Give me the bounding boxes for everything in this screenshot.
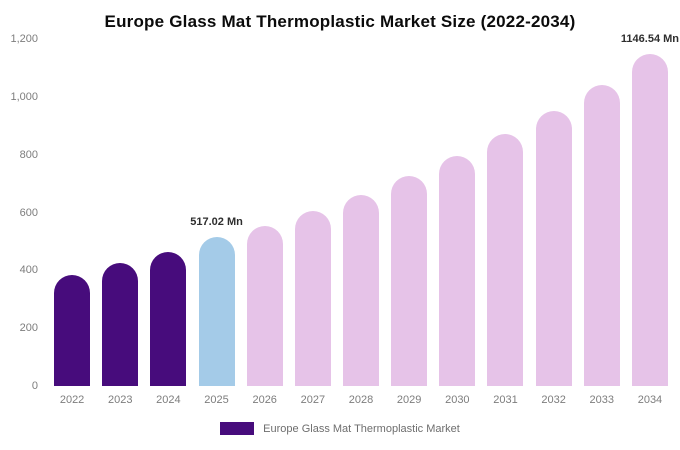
bar-slot-2023 bbox=[96, 39, 144, 386]
y-tick-label: 600 bbox=[19, 206, 38, 219]
bar-value-label-2025: 517.02 Mn bbox=[190, 215, 243, 228]
bar-2027 bbox=[294, 211, 331, 386]
bar-slot-2028 bbox=[337, 39, 385, 386]
x-tick-label-2026: 2026 bbox=[252, 394, 277, 406]
bar-2031 bbox=[487, 134, 524, 386]
bar-slot-2032 bbox=[530, 39, 578, 386]
plot-area: 0 200 400 600 800 1,000 1,200 517.02 Mn 1146.54… bbox=[0, 33, 680, 392]
bar-2025 bbox=[198, 236, 235, 386]
bar-2034 bbox=[631, 54, 668, 386]
bar-slot-2030 bbox=[433, 39, 481, 386]
x-tick-label-2031: 2031 bbox=[493, 394, 518, 406]
bar-slot-2031 bbox=[481, 39, 529, 386]
y-tick-label: 800 bbox=[19, 148, 38, 161]
y-tick-label: 0 bbox=[31, 380, 38, 392]
bar-2029 bbox=[391, 176, 428, 386]
bar-2028 bbox=[343, 195, 380, 386]
x-tick-label-2030: 2030 bbox=[445, 394, 470, 406]
legend-label: Europe Glass Mat Thermoplastic Market bbox=[263, 422, 460, 435]
x-tick-label-2023: 2023 bbox=[107, 394, 133, 406]
y-tick-label: 1,200 bbox=[10, 33, 38, 45]
chart-title: Europe Glass Mat Thermoplastic Market Si… bbox=[104, 12, 576, 31]
x-tick-label-2027: 2027 bbox=[300, 394, 326, 406]
y-axis: 0 200 400 600 800 1,000 1,200 bbox=[0, 33, 42, 392]
y-tick-label: 200 bbox=[19, 322, 38, 335]
bar-2030 bbox=[439, 156, 476, 386]
bar-value-label-2034: 1146.54 Mn bbox=[620, 33, 679, 46]
bar-2026 bbox=[246, 225, 283, 386]
y-tick-label: 1,000 bbox=[10, 90, 38, 103]
bar-slot-2026 bbox=[241, 39, 289, 386]
x-tick-label-2029: 2029 bbox=[396, 394, 422, 406]
legend: Europe Glass Mat Thermoplastic Market bbox=[0, 422, 680, 435]
bar-slot-2029 bbox=[385, 39, 433, 386]
bar-slot-2033 bbox=[578, 39, 626, 386]
x-tick-label-2024: 2024 bbox=[156, 394, 181, 406]
bar-2033 bbox=[583, 85, 620, 386]
bar-2023 bbox=[102, 263, 139, 386]
bar-slot-2025: 517.02 Mn bbox=[190, 39, 243, 386]
bars-container: 517.02 Mn 1146.54 Mn bbox=[48, 33, 679, 386]
bar-2024 bbox=[150, 251, 187, 386]
bar-slot-2024 bbox=[144, 39, 192, 386]
x-tick-label-2033: 2033 bbox=[589, 394, 615, 406]
legend-swatch bbox=[220, 422, 255, 435]
bar-slot-2027 bbox=[289, 39, 337, 386]
x-tick-label-2034: 2034 bbox=[637, 394, 663, 406]
bar-slot-2022 bbox=[48, 39, 96, 386]
x-axis: 2022 2023 2024 2025 2026 2027 2028 2029 2030 2031… bbox=[48, 394, 674, 406]
bar-2022 bbox=[54, 274, 91, 386]
x-tick-label-2025: 2025 bbox=[204, 394, 229, 406]
bar-slot-2034: 1146.54 Mn bbox=[621, 33, 679, 386]
bar-2032 bbox=[535, 111, 572, 386]
x-tick-label-2032: 2032 bbox=[541, 394, 566, 406]
x-tick-label-2022: 2022 bbox=[59, 394, 85, 406]
x-tick-label-2028: 2028 bbox=[348, 394, 374, 406]
y-tick-label: 400 bbox=[19, 264, 38, 277]
bar-chart: Europe Glass Mat Thermoplastic Market Si… bbox=[0, 12, 680, 435]
